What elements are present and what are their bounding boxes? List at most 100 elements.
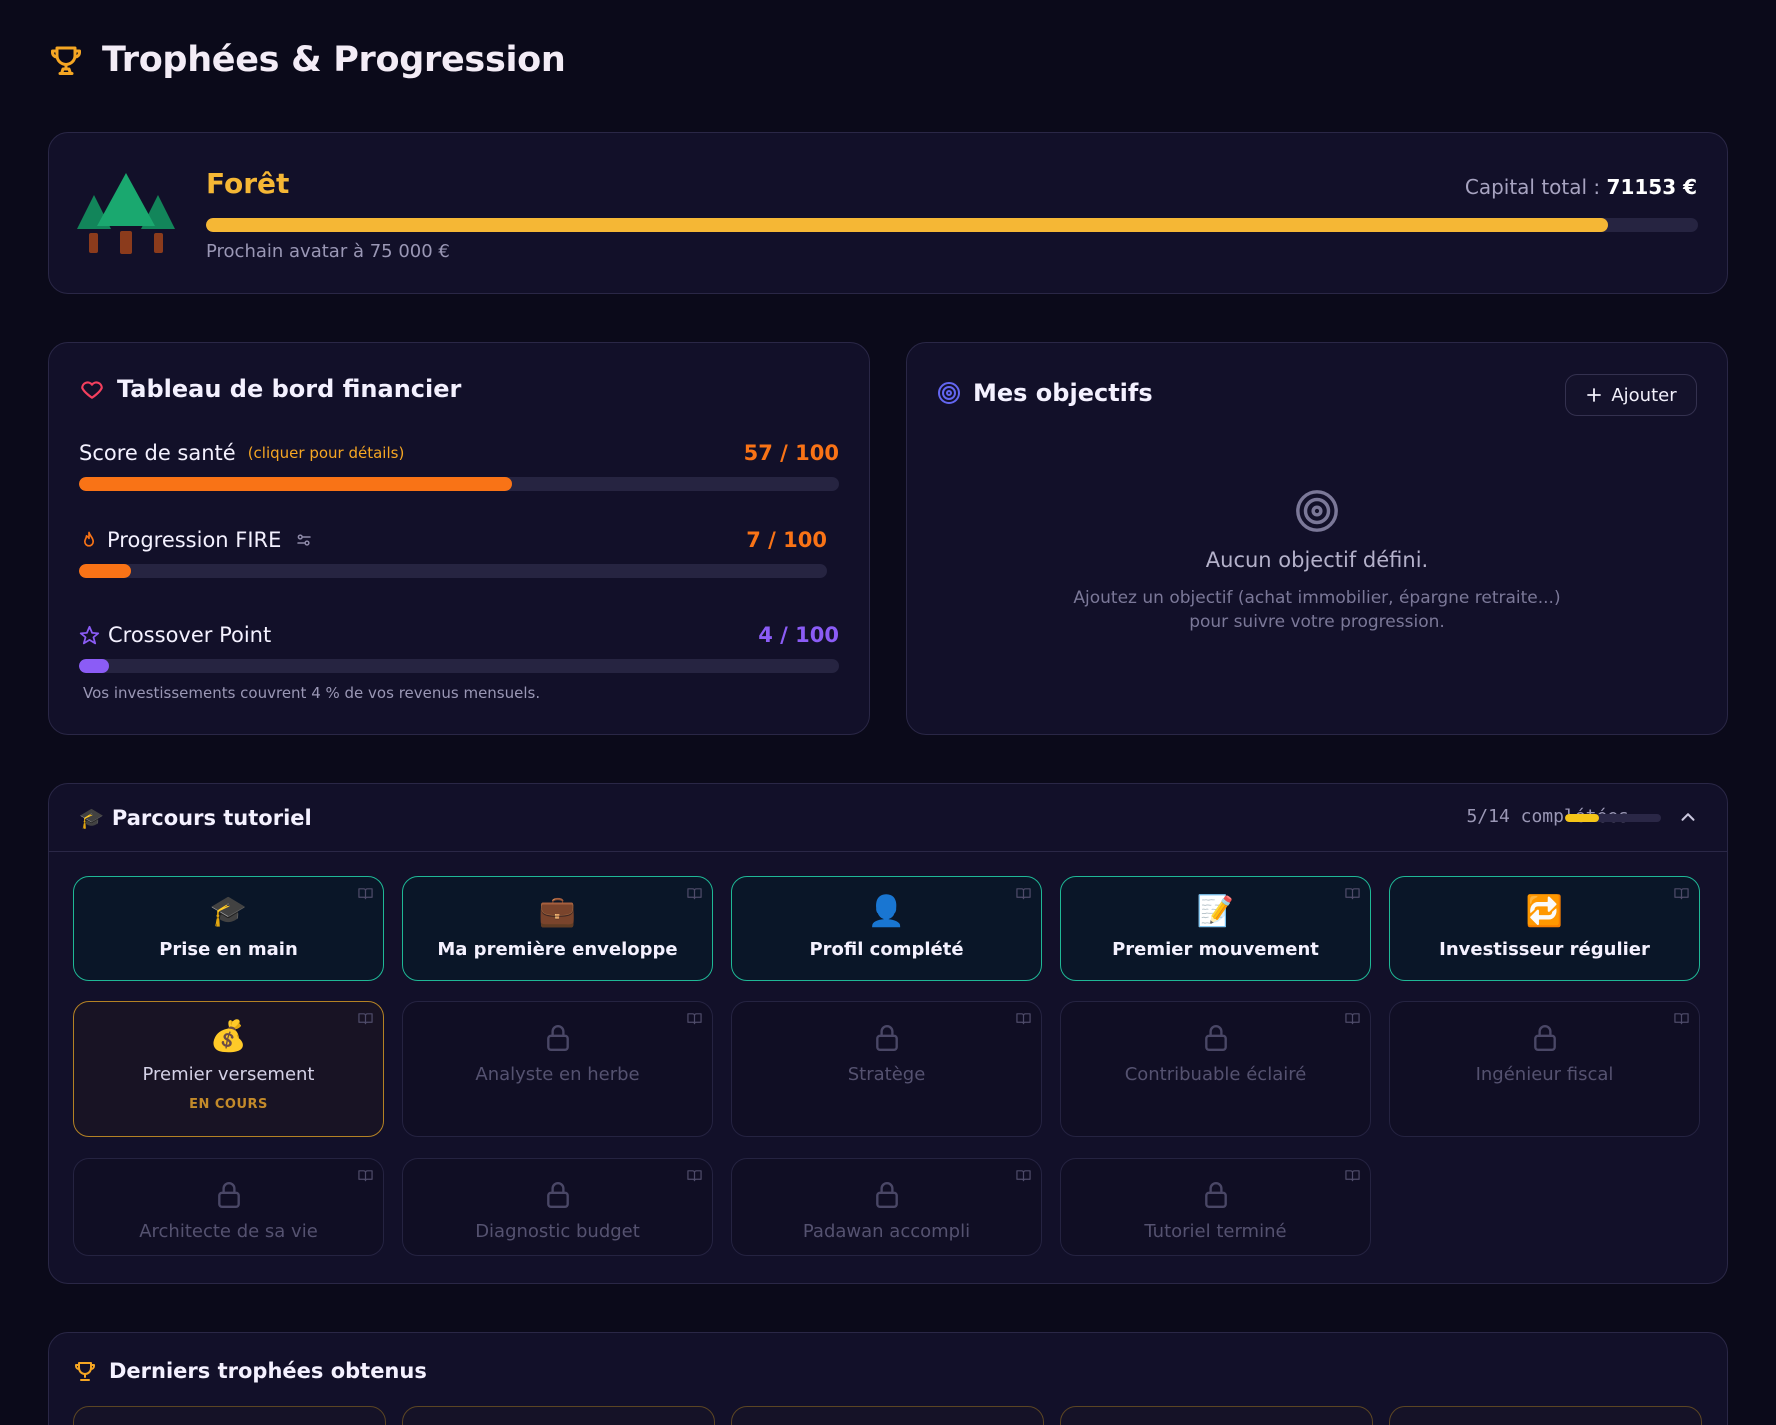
tutorial-step-label: Stratège <box>847 1064 926 1085</box>
book-icon[interactable] <box>1016 1169 1031 1182</box>
goals-empty-desc-line2: pour suivre votre progression. <box>1189 612 1445 632</box>
lock-icon <box>875 1182 898 1209</box>
avatar-card: Forêt Capital total : 71153 € Prochain a… <box>48 132 1728 294</box>
star-icon <box>79 625 100 644</box>
book-icon[interactable] <box>687 1012 702 1025</box>
goals-empty-state: Aucun objectif défini. Ajoutez un object… <box>907 488 1727 634</box>
book-icon[interactable] <box>1674 1012 1689 1025</box>
capital-value: 71153 € <box>1606 175 1697 199</box>
tutorial-step-icon: 👤 <box>867 894 906 929</box>
financial-dashboard-card: Tableau de bord financier Score de santé… <box>48 342 870 735</box>
tutorial-step[interactable]: Padawan accompli <box>731 1158 1042 1256</box>
plus-icon <box>1587 388 1602 402</box>
health-score-label: Score de santé <box>79 441 236 465</box>
settings-sliders-icon[interactable] <box>295 531 313 549</box>
health-score-value: 57 / 100 <box>743 441 839 465</box>
fire-value: 7 / 100 <box>746 528 827 552</box>
book-icon[interactable] <box>358 887 373 900</box>
lock-icon <box>1204 1182 1227 1209</box>
fire-label-group: Progression FIRE <box>79 528 313 552</box>
tutorial-step[interactable]: Tutoriel terminé <box>1060 1158 1371 1256</box>
trophies-header: Derniers trophées obtenus <box>73 1359 427 1383</box>
tutorial-step-label: Contribuable éclairé <box>1124 1064 1307 1085</box>
tutorial-step[interactable]: Contribuable éclairé <box>1060 1001 1371 1137</box>
avatar-progress-fill <box>206 218 1609 232</box>
lock-icon <box>217 1182 240 1209</box>
health-score-bar <box>79 477 839 491</box>
avatar-level-name: Forêt <box>206 167 290 200</box>
trophy-slot[interactable] <box>1389 1406 1702 1425</box>
tutorial-step[interactable]: 💼 Ma première enveloppe <box>402 876 713 981</box>
trophy-slot[interactable] <box>1060 1406 1373 1425</box>
fire-progress-bar <box>79 564 827 578</box>
tutorial-step[interactable]: Stratège <box>731 1001 1042 1137</box>
book-icon[interactable] <box>1345 1169 1360 1182</box>
graduation-cap-icon: 🎓 <box>79 805 104 830</box>
book-icon[interactable] <box>1345 1012 1360 1025</box>
health-score-row[interactable]: Score de santé (cliquer pour détails) 57… <box>79 441 839 491</box>
goals-empty-desc-line1: Ajoutez un objectif (achat immobilier, é… <box>1073 588 1561 608</box>
tutorial-step-label: Premier mouvement <box>1112 939 1319 960</box>
goals-title: Mes objectifs <box>973 379 1153 407</box>
add-goal-label: Ajouter <box>1611 384 1677 406</box>
book-icon[interactable] <box>1016 1012 1031 1025</box>
tutorial-step-label: Ma première enveloppe <box>437 939 678 960</box>
tutorial-step-label: Tutoriel terminé <box>1144 1221 1287 1242</box>
tutorial-step[interactable]: 🎓 Prise en main <box>73 876 384 981</box>
tutorial-step-icon: 🎓 <box>209 894 248 929</box>
dashboard-header: Tableau de bord financier <box>79 375 461 403</box>
tutorial-header[interactable]: 🎓 Parcours tutoriel <box>49 784 1727 852</box>
goals-header: Mes objectifs <box>937 379 1153 407</box>
lock-icon <box>1533 1025 1556 1052</box>
tutorial-step-label: Padawan accompli <box>802 1221 971 1242</box>
book-icon[interactable] <box>358 1012 373 1025</box>
tutorial-step-label: Architecte de sa vie <box>139 1221 318 1242</box>
trophy-icon <box>51 46 81 75</box>
tutorial-card: 🎓 Parcours tutoriel 5/14 complétées 🎓 Pri… <box>48 783 1728 1284</box>
book-icon[interactable] <box>1016 887 1031 900</box>
forest-avatar-icon <box>77 173 175 254</box>
crossover-bar <box>79 659 839 673</box>
lock-icon <box>1204 1025 1227 1052</box>
crossover-note: Vos investissements couvrent 4 % de vos … <box>83 684 541 702</box>
crossover-label-group: Crossover Point <box>79 623 271 647</box>
fire-progress-row: Progression FIRE 7 / 100 <box>79 528 827 578</box>
tutorial-step[interactable]: Ingénieur fiscal <box>1389 1001 1700 1137</box>
tutorial-step[interactable]: 📝 Premier mouvement <box>1060 876 1371 981</box>
tutorial-step-label: Diagnostic budget <box>475 1221 640 1242</box>
tutorial-step[interactable]: 👤 Profil complété <box>731 876 1042 981</box>
tutorial-step-icon: 🔁 <box>1525 894 1564 929</box>
tutorial-step-icon: 💰 <box>209 1019 248 1054</box>
tutorial-step[interactable]: 🔁 Investisseur régulier <box>1389 876 1700 981</box>
trophy-slot[interactable] <box>731 1406 1044 1425</box>
trophy-slot[interactable] <box>402 1406 715 1425</box>
tutorial-step[interactable]: 💰 Premier versement EN COURS <box>73 1001 384 1137</box>
book-icon[interactable] <box>687 887 702 900</box>
chevron-up-icon[interactable] <box>1677 806 1699 828</box>
page-header: Trophées & Progression <box>48 38 566 82</box>
trophy-slot[interactable] <box>73 1406 386 1425</box>
tutorial-step[interactable]: Analyste en herbe <box>402 1001 713 1137</box>
lock-icon <box>546 1025 569 1052</box>
book-icon[interactable] <box>358 1169 373 1182</box>
tutorial-step[interactable]: Diagnostic budget <box>402 1158 713 1256</box>
fire-progress-fill <box>79 564 132 578</box>
next-avatar-label: Prochain avatar à 75 000 € <box>206 241 450 262</box>
heart-icon <box>81 381 103 399</box>
tutorial-step[interactable]: Architecte de sa vie <box>73 1158 384 1256</box>
fire-label: Progression FIRE <box>107 528 282 552</box>
tutorial-step-icon: 📝 <box>1196 894 1235 929</box>
tutorial-title: Parcours tutoriel <box>111 805 312 830</box>
trophy-small-icon <box>75 1362 95 1381</box>
book-icon[interactable] <box>687 1169 702 1182</box>
book-icon[interactable] <box>1345 887 1360 900</box>
book-icon[interactable] <box>1674 887 1689 900</box>
target-icon <box>938 382 960 404</box>
recent-trophies-card: Derniers trophées obtenus <box>48 1332 1728 1425</box>
crossover-value: 4 / 100 <box>758 623 839 647</box>
dashboard-title: Tableau de bord financier <box>117 375 462 403</box>
page-title: Trophées & Progression <box>102 40 566 80</box>
goals-empty-description: Ajoutez un objectif (achat immobilier, é… <box>907 586 1727 634</box>
add-goal-button[interactable]: Ajouter <box>1565 374 1697 416</box>
lock-icon <box>546 1182 569 1209</box>
